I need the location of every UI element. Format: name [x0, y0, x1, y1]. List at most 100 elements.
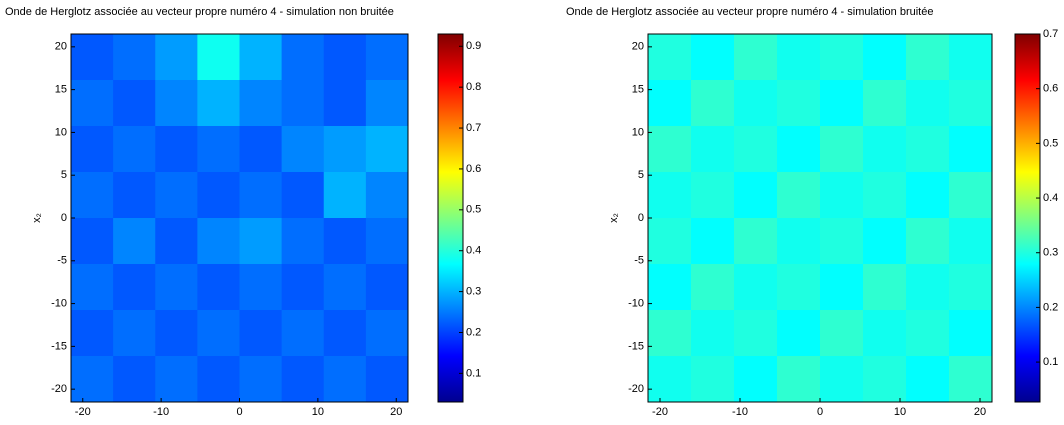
x-tick-label: -10	[732, 406, 748, 418]
heatmap-cell	[820, 126, 864, 173]
heatmap-cell	[113, 264, 156, 311]
heatmap-cell	[240, 80, 283, 127]
heatmap-cell	[691, 218, 735, 265]
heatmap-cell	[820, 264, 864, 311]
y-axis-label: x₂	[608, 213, 620, 223]
heatmap-cell	[197, 80, 240, 127]
heatmap-cell	[324, 356, 367, 403]
heatmap-cell	[282, 218, 325, 265]
x-tick-label: 0	[236, 406, 242, 418]
heatmap-cell	[113, 310, 156, 357]
heatmap-cell	[155, 218, 198, 265]
heatmap-cell	[324, 80, 367, 127]
y-tick-label: 20	[55, 41, 67, 53]
heatmap-cell	[648, 126, 692, 173]
colorbar	[1015, 34, 1040, 402]
heatmap-cell	[777, 264, 821, 311]
heatmap-cell	[949, 356, 993, 403]
y-tick-label: -5	[57, 255, 67, 267]
y-tick-label: 5	[61, 169, 67, 181]
heatmap-cell	[949, 264, 993, 311]
heatmap-cell	[691, 310, 735, 357]
heatmap-cell	[113, 80, 156, 127]
x-tick-label: -20	[75, 406, 91, 418]
heatmap-cell	[949, 172, 993, 219]
heatmap-cell	[691, 264, 735, 311]
colorbar-tick-label: 0.3	[1043, 247, 1058, 259]
heatmap-cell	[734, 264, 778, 311]
x-tick-label: 20	[974, 406, 986, 418]
heatmap-cell	[734, 310, 778, 357]
y-tick-label: -20	[51, 383, 67, 395]
heatmap-cell	[113, 34, 156, 81]
heatmap-cell	[777, 172, 821, 219]
y-tick-label: 0	[61, 212, 67, 224]
heatmap-cell	[734, 356, 778, 403]
x-tick-label: -20	[652, 406, 668, 418]
y-tick-label: 20	[632, 41, 644, 53]
colorbar-tick-label: 0.7	[466, 122, 481, 134]
colorbar-tick-label: 0.4	[1043, 192, 1058, 204]
heatmap-cell	[949, 310, 993, 357]
colorbar-tick-label: 0.3	[466, 286, 481, 298]
heatmap-cell	[282, 126, 325, 173]
y-tick-label: -15	[628, 340, 644, 352]
chart-title: Onde de Herglotz associée au vecteur pro…	[566, 6, 933, 18]
y-tick-label: 15	[632, 84, 644, 96]
colorbar-tick-label: 0.9	[466, 40, 481, 52]
heatmap-cell	[71, 310, 114, 357]
heatmap-cell	[197, 172, 240, 219]
y-tick-label: 5	[638, 169, 644, 181]
y-tick-label: -5	[634, 255, 644, 267]
heatmap-cell	[949, 80, 993, 127]
heatmap-cell	[691, 80, 735, 127]
colorbar-tick-label: 0.5	[466, 204, 481, 216]
heatmap-cell	[691, 126, 735, 173]
heatmap-cell	[648, 34, 692, 81]
heatmap-cell	[648, 172, 692, 219]
colorbar-tick-label: 0.6	[466, 163, 481, 175]
heatmap-cell	[906, 218, 950, 265]
x-tick-label: 20	[390, 406, 402, 418]
y-tick-label: 10	[55, 126, 67, 138]
heatmap-cell	[648, 264, 692, 311]
heatmap-cell	[820, 218, 864, 265]
heatmap-cell	[906, 126, 950, 173]
heatmap-cell	[113, 356, 156, 403]
heatmap-cell	[324, 172, 367, 219]
heatmap-cell	[71, 264, 114, 311]
heatmap-cell	[949, 34, 993, 81]
heatmap-cell	[906, 264, 950, 311]
heatmap-cell	[71, 172, 114, 219]
heatmap-cell	[155, 356, 198, 403]
heatmap-cell	[324, 126, 367, 173]
heatmap-cell	[282, 80, 325, 127]
colorbar-tick-label: 0.6	[1043, 83, 1058, 95]
heatmap-cell	[155, 264, 198, 311]
heatmap-cell	[820, 172, 864, 219]
heatmap-cell	[691, 172, 735, 219]
y-tick-label: 15	[55, 84, 67, 96]
x-tick-label: 0	[817, 406, 823, 418]
heatmap-cell	[240, 218, 283, 265]
heatmap-cell	[71, 80, 114, 127]
heatmap-cell	[240, 172, 283, 219]
heatmap-cell	[820, 356, 864, 403]
heatmap-cell	[777, 80, 821, 127]
heatmap-cell	[240, 310, 283, 357]
x-tick-label: 10	[312, 406, 324, 418]
y-tick-label: -15	[51, 340, 67, 352]
heatmap-cell	[906, 310, 950, 357]
heatmap-cell	[734, 34, 778, 81]
heatmap-cell	[366, 264, 409, 311]
heatmap-cell	[197, 34, 240, 81]
heatmap-cell	[777, 310, 821, 357]
heatmap-cell	[949, 126, 993, 173]
colorbar-tick-label: 0.2	[1043, 301, 1058, 313]
heatmap-cell	[777, 126, 821, 173]
heatmap-cell	[155, 80, 198, 127]
colorbar-tick-label: 0.8	[466, 81, 481, 93]
colorbar-tick-label: 0.5	[1043, 137, 1058, 149]
colorbar-tick-label: 0.1	[466, 367, 481, 379]
